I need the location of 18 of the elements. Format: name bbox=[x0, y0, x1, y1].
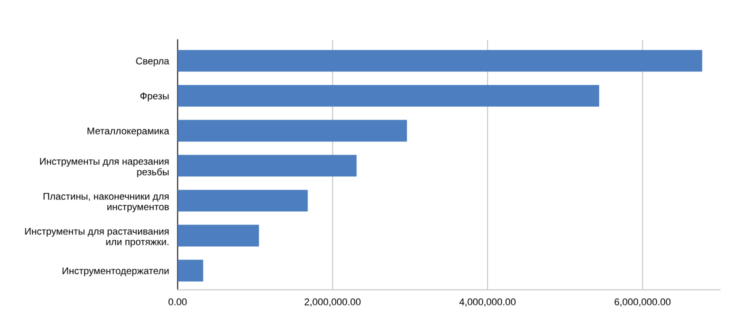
x-tick-label: 2,000,000.00 bbox=[304, 298, 361, 306]
bar bbox=[178, 224, 259, 246]
y-tick-label: Инструменты для растачивания или протяжки. bbox=[25, 228, 169, 248]
x-tick-label: 6,000,000.00 bbox=[614, 298, 671, 306]
y-tick-label: Сверла bbox=[136, 58, 170, 66]
y-tick-label: Инструментодержатели bbox=[62, 267, 169, 276]
x-tick-label: 0.00 bbox=[168, 298, 187, 306]
bar bbox=[178, 120, 407, 142]
bar bbox=[178, 260, 204, 282]
bar bbox=[178, 154, 357, 177]
bar bbox=[178, 190, 308, 212]
x-tick-label: 4,000,000.00 bbox=[459, 298, 516, 306]
y-tick-label: Фрезы bbox=[140, 92, 169, 102]
y-tick-label: Пластины, наконечники для инструментов bbox=[44, 192, 169, 212]
bar bbox=[178, 50, 702, 72]
y-tick-label: Металлокерамика bbox=[88, 128, 170, 136]
bar bbox=[178, 84, 600, 107]
y-tick-label: Инструменты для нарезания резьбы bbox=[40, 158, 169, 178]
